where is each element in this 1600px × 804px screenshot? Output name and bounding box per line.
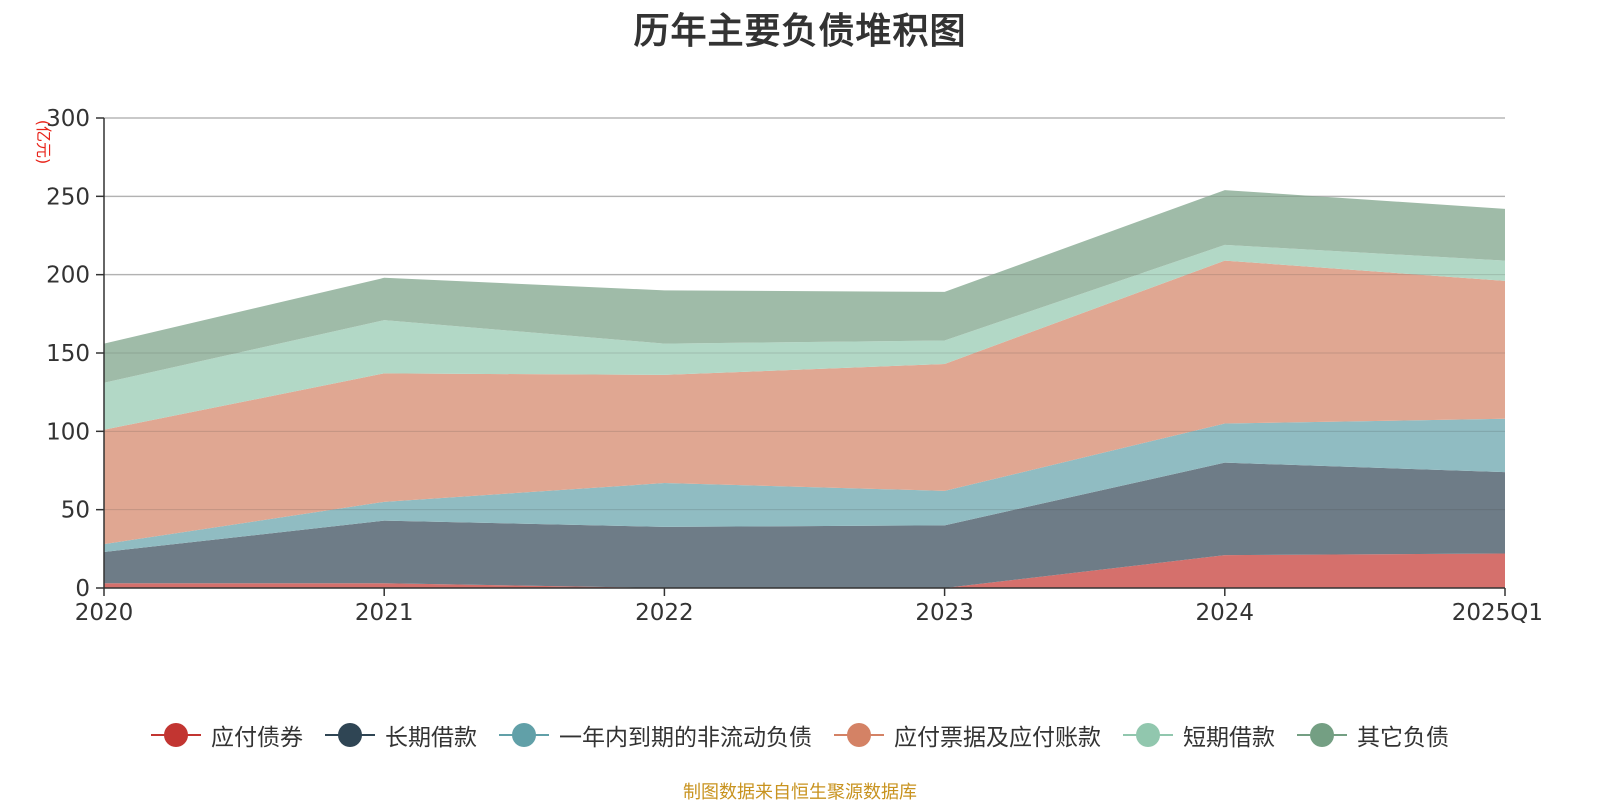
x-tick-label: 2023 [915, 600, 974, 626]
legend-label: 长期借款 [385, 725, 477, 751]
x-tick-label: 2021 [355, 600, 414, 626]
area-series-4 [104, 260, 1505, 545]
legend-item-6[interactable]: 其它负债 [1297, 718, 1449, 752]
area-series-3 [104, 418, 1505, 552]
stacked-area-chart: 0 50 100 150 200 250 300 2020 2021 2022 2023 2024 20… [34, 106, 1543, 626]
legend-marker-icon [1123, 723, 1173, 747]
y-tick-label: 50 [61, 498, 90, 524]
legend-label: 应付票据及应付账款 [894, 725, 1101, 751]
area-series-2 [104, 462, 1505, 588]
legend-item-2[interactable]: 长期借款 [325, 718, 477, 752]
legend-label: 应付债券 [211, 725, 303, 751]
axes: 0 50 100 150 200 250 300 2020 2021 2022 2023 2024 20… [46, 106, 1543, 626]
source-note: 制图数据来自恒生聚源数据库 [683, 782, 917, 803]
legend-marker-icon [499, 723, 549, 747]
legend-item-3[interactable]: 一年内到期的非流动负债 [499, 718, 812, 752]
legend-label: 其它负债 [1357, 725, 1449, 751]
legend-marker-icon [151, 723, 201, 747]
area-series [104, 190, 1505, 588]
y-tick-label: 150 [46, 341, 90, 367]
y-tick-label: 100 [46, 419, 90, 445]
area-series-5 [104, 244, 1505, 430]
x-tick-label: 2022 [635, 600, 694, 626]
chart-title: 历年主要负债堆积图 [633, 11, 967, 52]
y-tick-label: 300 [46, 106, 90, 132]
area-series-1 [104, 553, 1505, 588]
legend-label: 一年内到期的非流动负债 [559, 725, 812, 751]
legend-label: 短期借款 [1183, 725, 1275, 751]
x-tick-label: 2020 [75, 600, 134, 626]
legend-marker-icon [325, 723, 375, 747]
y-tick-label: 0 [75, 576, 90, 602]
area-series-6 [104, 190, 1505, 383]
y-axis-unit-label: (亿元) [34, 120, 53, 165]
x-tick-label: 2025Q1 [1452, 600, 1543, 626]
legend-item-1[interactable]: 应付债券 [151, 718, 303, 752]
legend: 应付债券 长期借款 一年内到期的非流动负债 应付票据及应付账款 短期借款 其它负债 [0, 718, 1600, 752]
legend-marker-icon [1297, 723, 1347, 747]
legend-marker-icon [834, 723, 884, 747]
y-tick-label: 200 [46, 263, 90, 289]
x-tick-label: 2024 [1196, 600, 1255, 626]
legend-item-5[interactable]: 短期借款 [1123, 718, 1275, 752]
legend-item-4[interactable]: 应付票据及应付账款 [834, 718, 1101, 752]
y-tick-label: 250 [46, 184, 90, 210]
